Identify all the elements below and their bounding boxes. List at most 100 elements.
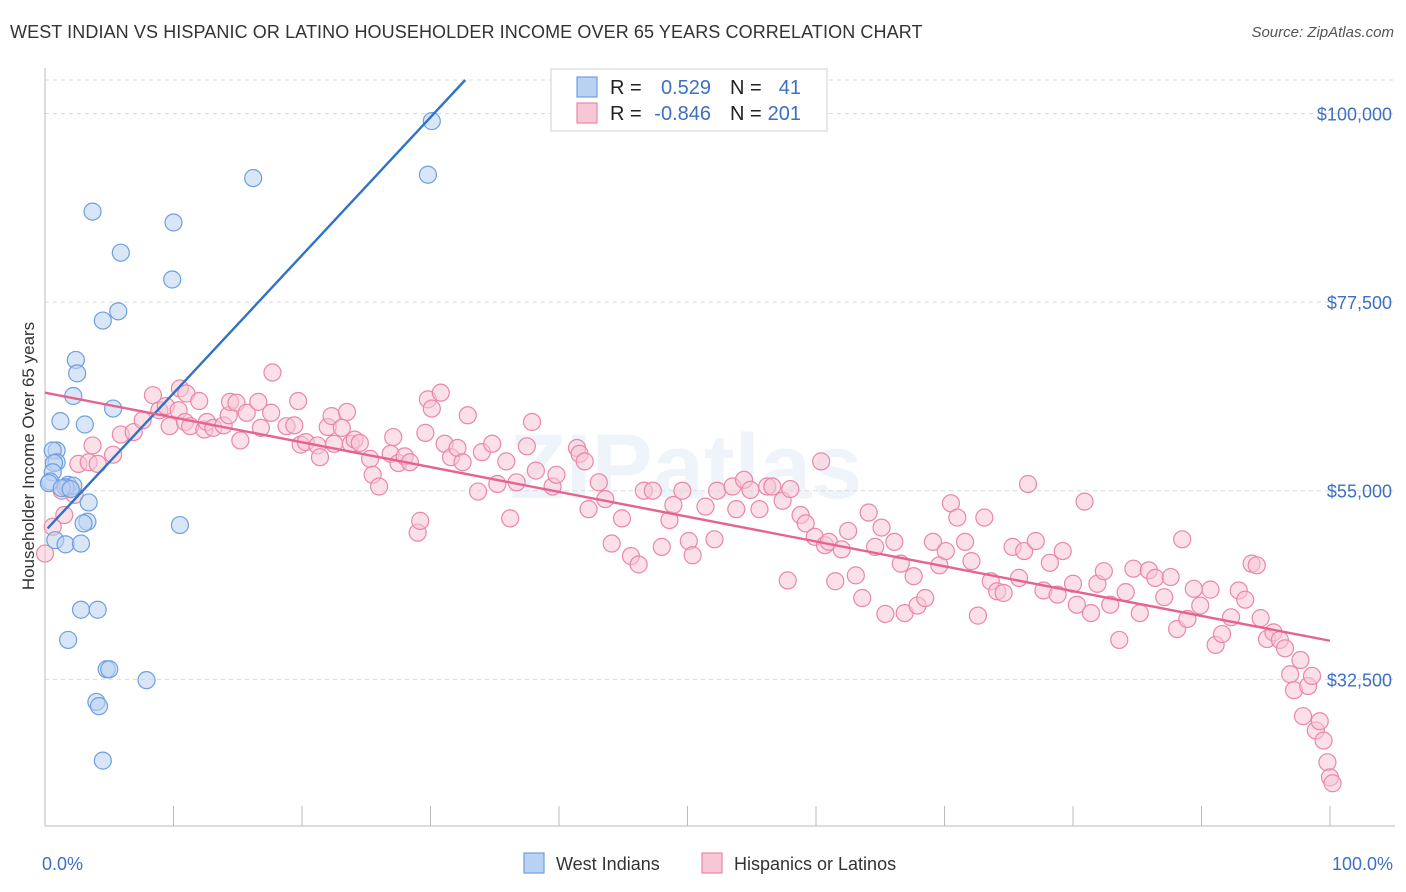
hispanics-point [1314,731,1333,750]
legend-n-value: 41 [779,77,801,99]
hispanics-point [885,532,904,551]
west-indians-point [93,751,112,770]
hispanics-point [431,383,450,402]
hispanics-point [968,606,988,625]
west-indians-point [93,311,112,330]
hispanics-point [453,453,472,472]
west-indians-point [137,671,156,690]
hispanics-point [579,500,598,519]
hispanics-point [263,363,282,382]
west-indians-point [68,364,87,383]
hispanics-point [796,514,815,533]
hispanics-point [1101,595,1120,614]
hispanics-point [190,391,209,411]
hispanics-point [483,434,502,453]
correlation-legend: R = 0.529 N = 41 R = -0.846 N = 201 [550,68,828,132]
west-indians-point [88,600,107,619]
hispanics-point [876,604,895,624]
legend-r-value: -0.846 [654,103,711,125]
hispanics-point [629,555,648,574]
chart-title: WEST INDIAN VS HISPANIC OR LATINO HOUSEH… [10,22,923,42]
hispanics-point [501,509,520,528]
hispanics-point [1048,585,1067,604]
hispanics-point [763,477,782,496]
hispanics-point [468,482,488,501]
hispanics-point [1040,553,1059,572]
hispanics-point [416,423,435,442]
hispanics-point [859,503,878,522]
west-indians-point [244,168,263,188]
west-indians-point [422,111,441,131]
hispanics-point [384,427,403,447]
hispanics-point [839,521,858,541]
hispanics-point [1026,531,1045,551]
hispanics-point [812,452,831,471]
hispanics-point [1184,579,1203,598]
west-indians-point [104,399,123,418]
west-indians-point [170,515,190,535]
hispanics-point [750,500,769,519]
x-tick-label: 100.0% [1332,854,1393,874]
y-tick-label: $100,000 [1317,105,1392,125]
west-indians-point [89,697,109,716]
hispanics-point [936,541,955,561]
hispanics-point [1318,753,1337,772]
y-axis-label: Householder Income Over 65 years [19,322,38,590]
series-west-indians-points [39,111,441,770]
hispanics-point [916,588,935,608]
hispanics-point [1146,568,1165,587]
series-legend: West Indians Hispanics or Latinos [523,852,896,874]
west-indians-point [100,660,119,679]
hispanics-point [975,508,994,527]
hispanics-point [643,481,662,500]
hispanics-point [1094,562,1113,581]
hispanics-point [778,571,797,590]
hispanics-point [104,445,123,464]
hispanics-point [846,566,865,585]
hispanics-point [741,480,760,499]
legend-swatch-west-indians [523,852,545,874]
west-indians-point [74,514,93,533]
west-indians-point [61,479,80,499]
hispanics-point [589,473,608,492]
west-indians-trend-line [46,79,467,530]
hispanics-point [673,481,692,500]
y-tick-label: $77,500 [1327,293,1392,313]
hispanics-point [310,448,330,467]
legend-label-west-indians: West Indians [556,854,660,874]
hispanics-point [904,567,923,586]
hispanics-point [411,511,430,530]
x-tick-label: 0.0% [42,854,83,874]
hispanics-point [517,437,536,456]
watermark: ZIPatlas [510,416,863,518]
hispanics-point [160,417,179,436]
hispanics-point [826,572,845,591]
hispanics-point [1247,556,1266,575]
hispanics-point [962,552,981,571]
west-indians-point [71,600,91,619]
hispanics-point [337,402,357,422]
hispanics-point [262,403,281,422]
hispanics-point [1281,665,1300,684]
hispanics-point [526,461,545,480]
west-indians-point [83,202,102,221]
trend-lines [44,79,1331,642]
hispanics-point [1053,541,1072,561]
hispanics-point [923,532,943,551]
west-indians-point [109,302,128,321]
hispanics-point [1212,624,1232,644]
legend-n-label: N = [730,77,762,99]
west-indians-point [418,165,438,184]
hispanics-point [1161,567,1180,587]
legend-n-value: 201 [768,103,801,125]
hispanics-point [602,534,621,553]
hispanics-point [948,508,967,527]
hispanics-point [1201,580,1220,599]
hispanics-point [1236,590,1255,609]
legend-swatch-hispanics [576,102,598,124]
legend-r-label: R = [610,77,642,99]
legend-swatch-west-indians [576,76,598,98]
hispanics-point [35,544,55,563]
hispanics-point [1310,712,1329,731]
